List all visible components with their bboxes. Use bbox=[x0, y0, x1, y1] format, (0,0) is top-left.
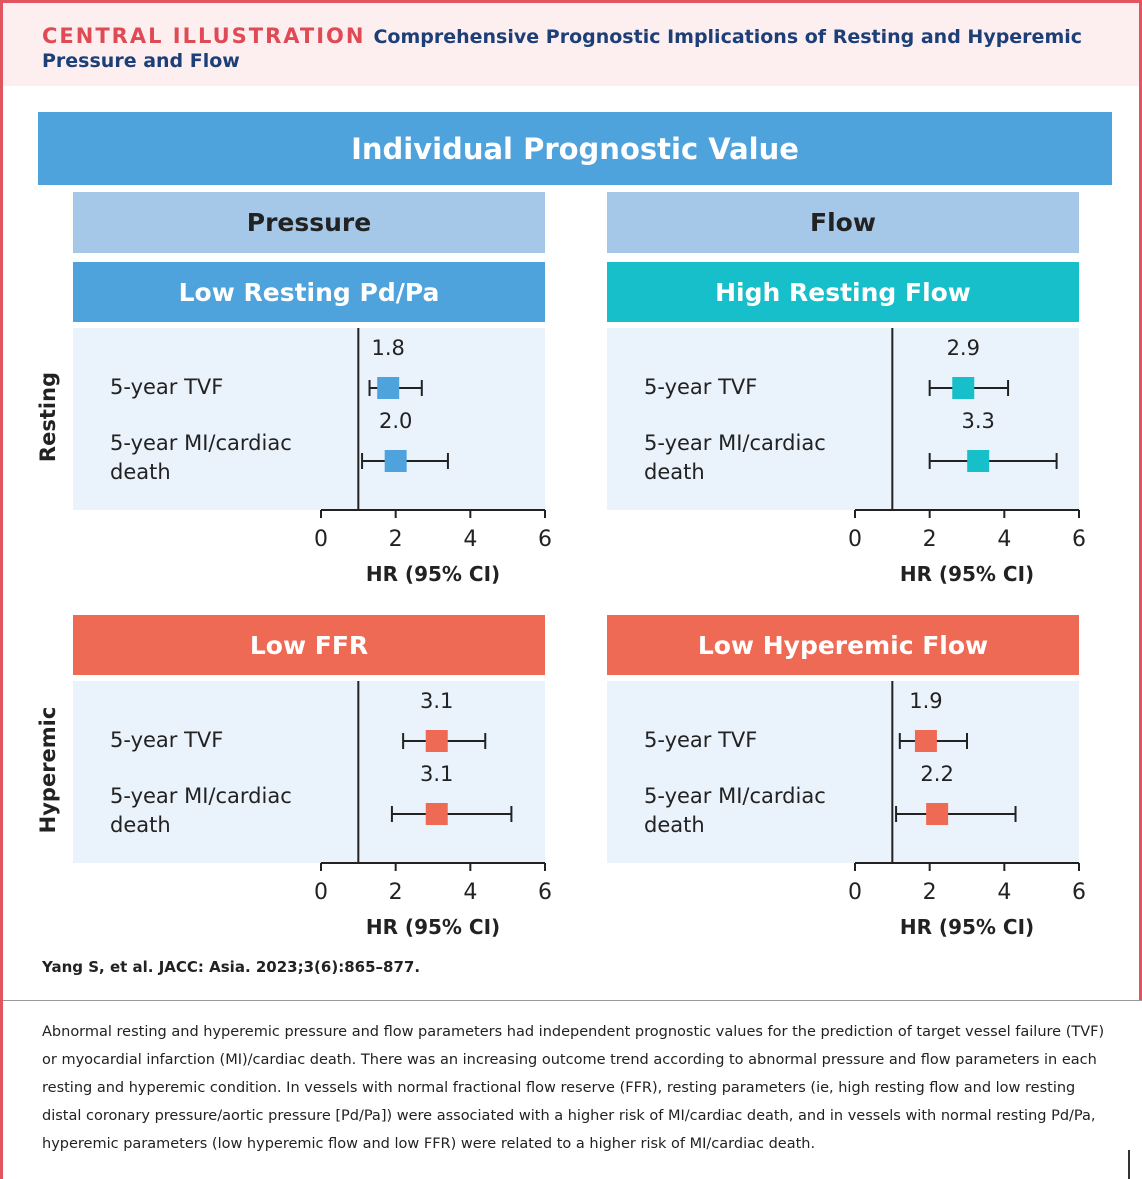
x-tick-label: 2 bbox=[923, 527, 937, 552]
header-title: Comprehensive Prognostic Implications of… bbox=[42, 26, 1083, 72]
value-label: 3.3 bbox=[961, 409, 994, 433]
citation: Yang S, et al. JACC: Asia. 2023;3(6):865… bbox=[42, 958, 421, 976]
panel-title: Low Resting Pd/Pa bbox=[73, 262, 545, 322]
plot-background bbox=[73, 681, 545, 863]
header: CENTRAL ILLUSTRATION Comprehensive Progno… bbox=[42, 24, 1102, 73]
point-estimate bbox=[967, 450, 990, 472]
point-estimate bbox=[425, 803, 448, 825]
plot-background bbox=[73, 328, 545, 510]
category-label: 5-year TVF bbox=[644, 728, 758, 752]
value-label: 1.9 bbox=[909, 689, 942, 713]
x-tick-label: 0 bbox=[848, 880, 862, 905]
x-tick-label: 6 bbox=[538, 880, 552, 905]
x-tick-label: 4 bbox=[463, 527, 477, 552]
value-label: 2.2 bbox=[920, 762, 953, 786]
x-tick-label: 0 bbox=[314, 527, 328, 552]
category-label: 5-year MI/cardiac death bbox=[644, 431, 826, 484]
value-label: 3.1 bbox=[420, 689, 453, 713]
x-axis-label: HR (95% CI) bbox=[900, 562, 1034, 586]
category-label: 5-year TVF bbox=[110, 728, 224, 752]
plot-background bbox=[607, 328, 1079, 510]
x-tick-label: 0 bbox=[848, 527, 862, 552]
x-tick-label: 4 bbox=[997, 527, 1011, 552]
point-estimate bbox=[425, 730, 448, 752]
category-label: 5-year MI/cardiac death bbox=[644, 784, 826, 837]
value-label: 2.9 bbox=[947, 336, 980, 360]
plots: 0 2 4 6 HR (95% CI) 1.8 2.0 0 2 4 6 HR (95% CI) 2.9 3… bbox=[314, 328, 1086, 939]
point-estimate bbox=[926, 803, 949, 825]
x-axis-label: HR (95% CI) bbox=[366, 562, 500, 586]
x-tick-label: 4 bbox=[463, 880, 477, 905]
border bbox=[0, 0, 1142, 3]
point-estimate bbox=[914, 730, 937, 752]
x-tick-label: 6 bbox=[1072, 880, 1086, 905]
column-header: Flow bbox=[607, 192, 1079, 253]
border bbox=[1139, 0, 1142, 1000]
point-estimate bbox=[377, 377, 400, 399]
category-label: 5-year TVF bbox=[644, 375, 758, 399]
value-label: 3.1 bbox=[420, 762, 453, 786]
banner: Individual Prognostic Value bbox=[38, 112, 1112, 185]
x-tick-label: 6 bbox=[1072, 527, 1086, 552]
x-tick-label: 2 bbox=[923, 880, 937, 905]
point-estimate bbox=[384, 450, 407, 472]
category-label: 5-year MI/cardiac death bbox=[110, 784, 292, 837]
panel-title: High Resting Flow bbox=[607, 262, 1079, 322]
value-label: 2.0 bbox=[379, 409, 412, 433]
divider bbox=[0, 1000, 1142, 1001]
x-tick-label: 4 bbox=[997, 880, 1011, 905]
category-label: 5-year TVF bbox=[110, 375, 224, 399]
panel-title: Low Hyperemic Flow bbox=[607, 615, 1079, 675]
value-label: 1.8 bbox=[371, 336, 404, 360]
x-tick-label: 2 bbox=[389, 880, 403, 905]
column-header: Pressure bbox=[73, 192, 545, 253]
header-label: CENTRAL ILLUSTRATION bbox=[42, 24, 366, 48]
x-tick-label: 0 bbox=[314, 880, 328, 905]
x-tick-label: 6 bbox=[538, 527, 552, 552]
caption: Abnormal resting and hyperemic pressure … bbox=[42, 1024, 1105, 1152]
header-band bbox=[0, 0, 1142, 86]
category-label: 5-year MI/cardiac death bbox=[110, 431, 292, 484]
border bbox=[0, 0, 3, 1179]
point-estimate bbox=[952, 377, 975, 399]
panel-title: Low FFR bbox=[73, 615, 545, 675]
x-tick-label: 2 bbox=[389, 527, 403, 552]
border bbox=[1128, 1150, 1130, 1179]
x-axis-label: HR (95% CI) bbox=[900, 915, 1034, 939]
x-axis-label: HR (95% CI) bbox=[366, 915, 500, 939]
plot-background bbox=[607, 681, 1079, 863]
